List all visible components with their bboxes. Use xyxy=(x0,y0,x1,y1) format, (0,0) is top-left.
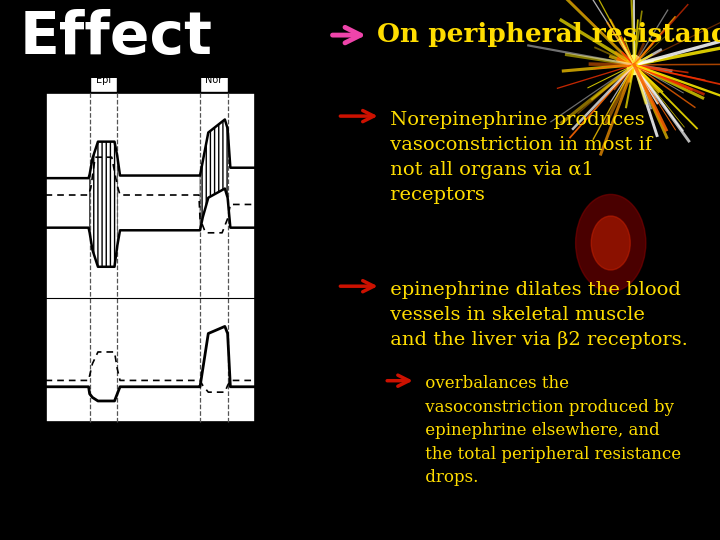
Text: Epi: Epi xyxy=(96,75,111,85)
Text: 6: 6 xyxy=(258,368,264,376)
Text: 10: 10 xyxy=(31,400,42,409)
Text: overbalances the
 vasoconstriction produced by
 epinephrine elsewhere, and
 the : overbalances the vasoconstriction produc… xyxy=(420,375,680,487)
Text: 15: 15 xyxy=(84,430,96,439)
Bar xyxy=(200,69,228,91)
Bar xyxy=(90,69,117,91)
Text: 4: 4 xyxy=(258,401,264,410)
Text: 100: 100 xyxy=(25,200,42,209)
Text: Figure 20–6.  Circulatory changes produced in humans
by the slow intravenous inf: Figure 20–6. Circulatory changes produce… xyxy=(17,461,256,515)
Circle shape xyxy=(575,194,646,292)
Text: Epi  =  Epinephrine     Nor  =  Norepinephrine: Epi = Epinephrine Nor = Norepinephrine xyxy=(19,436,217,445)
Text: 20: 20 xyxy=(31,364,42,374)
Text: Nor: Nor xyxy=(205,75,222,85)
Text: 35: 35 xyxy=(194,430,206,439)
Text: 50: 50 xyxy=(31,265,42,274)
Text: 30: 30 xyxy=(31,329,42,338)
Text: Norepinephrine produces
 vasoconstriction in most if
 not all organs via α1
 rec: Norepinephrine produces vasoconstriction… xyxy=(384,111,652,204)
Text: epinephrine dilates the blood
 vessels in skeletal muscle
 and the liver via β2 : epinephrine dilates the blood vessels in… xyxy=(384,281,688,349)
Text: 20: 20 xyxy=(112,430,123,439)
Text: 8: 8 xyxy=(258,334,264,343)
Text: 40: 40 xyxy=(222,430,233,439)
Text: 150: 150 xyxy=(25,134,42,144)
Text: Heart rate: Heart rate xyxy=(302,170,308,206)
Text: Effect: Effect xyxy=(19,9,213,66)
Text: Cardiac output
(L/min): Cardiac output (L/min) xyxy=(307,338,320,389)
Text: Arterial BP
(mm Hg): Arterial BP (mm Hg) xyxy=(2,167,22,208)
Text: Total peripheral
resistance: Total peripheral resistance xyxy=(5,336,18,391)
Text: On peripheral resistance.: On peripheral resistance. xyxy=(377,22,720,47)
Text: 100: 100 xyxy=(258,124,276,133)
Text: 50: 50 xyxy=(258,242,270,252)
Circle shape xyxy=(627,55,642,75)
Text: Time (min): Time (min) xyxy=(124,450,177,461)
Circle shape xyxy=(591,216,630,270)
